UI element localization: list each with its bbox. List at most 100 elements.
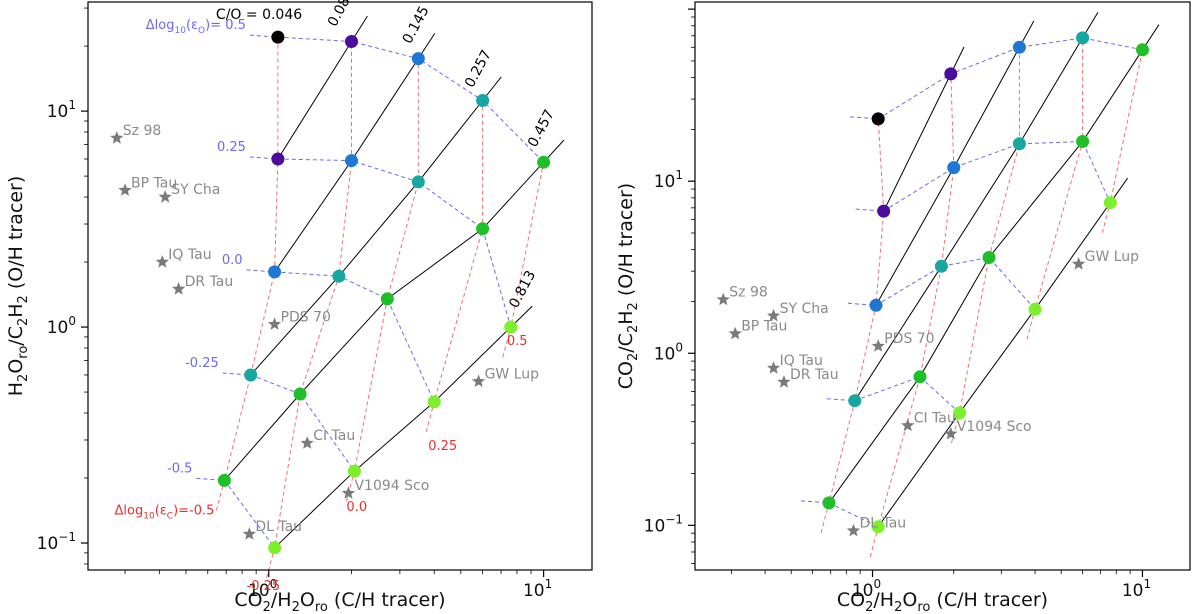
source-star-label: DR Tau: [790, 367, 839, 383]
grid-point: [332, 269, 346, 283]
ec-label: 0.25: [428, 439, 457, 454]
grid-point: [913, 370, 927, 384]
ec-line: [345, 58, 419, 502]
source-star-marker: [158, 190, 172, 203]
grid-point: [848, 394, 862, 408]
grid-point: [1103, 196, 1117, 210]
source-star-label: Sz 98: [123, 123, 162, 139]
x-tick-exp: 1: [545, 577, 553, 591]
grid-point: [244, 368, 258, 382]
source-star-marker: [341, 486, 356, 499]
source-star-marker: [242, 527, 256, 540]
source-star-label: DR Tau: [185, 274, 234, 290]
co-line: [274, 33, 436, 273]
source-star-marker: [944, 426, 958, 440]
eo-label: -0.25: [185, 356, 219, 371]
y-tick-base: 10: [654, 172, 676, 192]
grid-point: [411, 175, 425, 189]
eo-label: -0.5: [167, 461, 192, 476]
y-tick-base: 10: [47, 102, 69, 122]
grid-point: [271, 30, 285, 44]
source-star-marker: [777, 375, 791, 388]
ec-line: [425, 100, 484, 433]
eo-line: [249, 34, 544, 163]
x-tick-base: 10: [1122, 581, 1144, 601]
grid-point: [268, 265, 282, 279]
x-axis-label: CO2/H2Oro (C/H tracer): [837, 589, 1048, 614]
co-line: [224, 139, 565, 481]
ec-label: -0.25: [247, 579, 281, 594]
ec-line: [820, 118, 885, 534]
y-axis-label: CO2/C2H2 (O/H tracer): [615, 183, 641, 389]
grid-point: [947, 161, 961, 175]
eo-label: Δlog10(εO)= 0.5: [146, 18, 246, 36]
source-star-label: DL Tau: [859, 516, 906, 532]
ec-label: 0.5: [507, 334, 528, 349]
ec-label: 0.0: [346, 500, 367, 515]
grid-point: [822, 496, 836, 510]
source-star-label: SY Cha: [780, 301, 829, 317]
co-label: 0.457: [525, 107, 558, 150]
source-star-label: BP Tau: [131, 175, 177, 191]
grid-point: [953, 406, 966, 420]
co-line: [274, 305, 533, 549]
co-label: 0.813: [506, 268, 539, 311]
grid-point: [217, 473, 231, 487]
ec-line: [951, 47, 1020, 444]
source-star-marker: [267, 317, 282, 330]
source-star-marker: [846, 523, 861, 537]
source-star-marker: [300, 436, 314, 449]
y-tick-label: 10−1: [37, 530, 76, 554]
source-star-label: BP Tau: [741, 319, 787, 335]
y-tick-exp: 1: [68, 98, 76, 112]
x-tick-label: 100: [248, 577, 277, 601]
grid-point: [427, 395, 441, 409]
source-star-label: CI Tau: [313, 428, 355, 444]
co-line: [875, 20, 1035, 306]
x-axis-label: CO2/H2Oro (C/H tracer): [234, 589, 445, 614]
grid-point: [871, 112, 885, 126]
source-star-marker: [901, 418, 915, 432]
y-tick-base: 10: [644, 516, 666, 536]
source-star-label: IQ Tau: [168, 247, 211, 263]
source-star-label: V1094 Sco: [354, 478, 429, 494]
grid-point: [476, 94, 490, 107]
x-tick-exp: 0: [270, 577, 278, 591]
grid-point: [1012, 137, 1026, 151]
grid-point: [476, 222, 490, 236]
x-tick-label: 101: [1122, 577, 1151, 601]
grid-point: [345, 35, 358, 48]
source-star-marker: [1071, 257, 1086, 270]
source-star-label: PDS 70: [884, 331, 934, 347]
ec-line: [266, 41, 352, 578]
grid-point: [934, 259, 948, 273]
x-tick-base: 10: [523, 581, 545, 601]
y-tick-label: 100: [654, 340, 683, 364]
co-line: [250, 76, 502, 376]
x-tick-label: 101: [523, 577, 552, 601]
source-star-label: CI Tau: [914, 411, 956, 427]
grid-point: [380, 292, 394, 306]
source-star-marker: [118, 183, 132, 196]
source-star-label: PDS 70: [281, 309, 331, 325]
source-star-marker: [471, 374, 486, 388]
y-tick-label: 101: [47, 98, 76, 122]
grid-point: [869, 298, 883, 312]
source-star-marker: [110, 131, 124, 144]
y-tick-label: 101: [654, 168, 683, 192]
grid-point: [982, 251, 996, 264]
y-tick-base: 10: [654, 344, 676, 364]
grid-point: [271, 152, 285, 166]
source-star-marker: [716, 292, 730, 306]
source-star-marker: [871, 339, 885, 352]
source-star-label: GW Lup: [1085, 249, 1140, 265]
co-label: 0.081: [325, 0, 358, 29]
y-tick-exp: −1: [58, 530, 76, 544]
source-star-marker: [728, 326, 742, 340]
co-label: C/O = 0.046: [216, 7, 302, 23]
grid-point: [1136, 43, 1149, 57]
source-star-marker: [172, 282, 186, 295]
